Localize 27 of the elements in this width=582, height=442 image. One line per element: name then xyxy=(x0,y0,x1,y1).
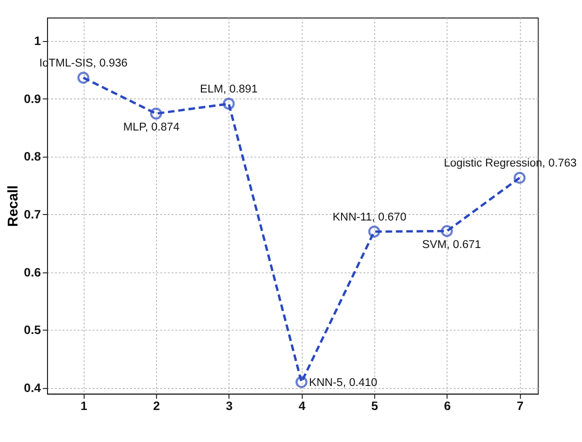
y-tick-label: 0.7 xyxy=(24,208,42,222)
y-tick-label: 0.4 xyxy=(24,381,42,396)
y-tick-label: 0.9 xyxy=(24,92,42,106)
y-tick-label: 0.5 xyxy=(24,323,42,338)
annotation: KNN-11, 0.670 xyxy=(332,211,406,224)
point xyxy=(296,376,308,388)
point xyxy=(514,172,526,184)
point xyxy=(440,225,453,238)
x-tick-label: 1 xyxy=(80,399,88,414)
x-tick-label: 3 xyxy=(226,399,233,414)
x-tick-label: 5 xyxy=(371,399,378,414)
annotation: SVM, 0.671 xyxy=(422,238,482,251)
point xyxy=(77,72,90,84)
x-tick-label: 4 xyxy=(298,399,306,414)
point xyxy=(150,108,162,120)
point xyxy=(368,226,380,238)
x-tick-label: 7 xyxy=(516,399,524,414)
annotation: MLP, 0.874 xyxy=(123,122,180,134)
y-axis-title: Recall xyxy=(4,185,20,227)
y-tick-label: 0.6 xyxy=(24,265,42,280)
point xyxy=(222,98,235,110)
y-tick-label: 1 xyxy=(34,34,42,48)
x-tick-label: 6 xyxy=(444,399,451,414)
x-tick-label: 2 xyxy=(153,399,160,414)
annotation: KNN-5, 0.410 xyxy=(309,376,378,389)
annotation: ELM, 0.891 xyxy=(200,83,258,96)
y-tick-label: 0.8 xyxy=(24,150,42,164)
